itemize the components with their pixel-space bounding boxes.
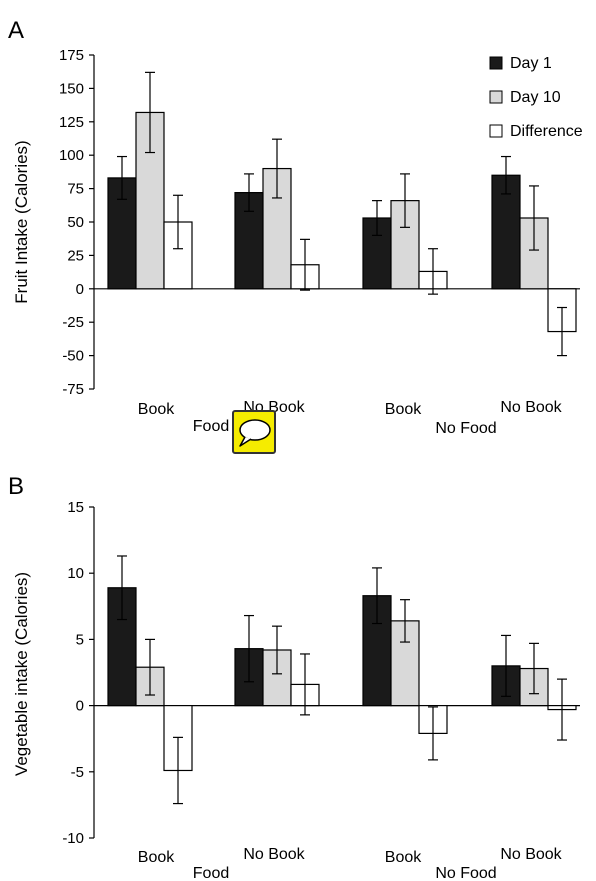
panel-b-y-tick-label: 15 [67, 499, 84, 516]
panel-a-y-tick-label: -50 [62, 348, 84, 365]
legend-label-day1: Day 1 [510, 55, 552, 72]
panel-a-y-tick-label: 0 [76, 281, 84, 298]
legend-label-day10: Day 10 [510, 89, 561, 106]
panel-a-letter: A [8, 17, 24, 44]
speech-bubble-glyph [239, 419, 271, 447]
panel-a: A Fruit Intake (Calories) 175 150 125 100 75… [8, 17, 583, 437]
legend-swatch-day1 [489, 56, 503, 70]
panel-b-group-no-food: No Food [435, 865, 496, 881]
legend-label-difference: Difference [510, 123, 583, 140]
panel-a-y-tick-label: -75 [62, 381, 84, 398]
panel-a-group-food: Food [193, 418, 229, 435]
panel-a-y-axis-title: Fruit Intake (Calories) [12, 140, 31, 303]
panel-b-group-food: Food [193, 865, 229, 881]
panel-a-y-tick-label: -25 [62, 314, 84, 331]
panel-b-y-axis-title: Vegetable intake (Calories) [12, 572, 31, 776]
panel-a-y-tick-label: 75 [67, 181, 84, 198]
panel-a-y-tick-label: 100 [59, 147, 84, 164]
panel-a-category-3: Book [385, 401, 422, 418]
legend: Day 1 Day 10 Difference [489, 55, 583, 140]
panel-a-y-tick-label: 25 [67, 247, 84, 264]
panel-b-category-2: No Book [243, 846, 305, 863]
panel-a-y-tick-label: 175 [59, 47, 84, 64]
panel-a-bar-day1 [491, 174, 521, 290]
panel-b-y-tick-label: 0 [76, 698, 84, 715]
panel-a-y-tick-label: 125 [59, 114, 84, 131]
panel-b-category-1: Book [138, 849, 175, 866]
panel-a-plot: 175 150 125 100 75 50 25 0 -25 -50 -75 [59, 47, 580, 398]
panel-b-y-tick-label: -5 [71, 764, 84, 781]
panel-a-y-tick-label: 150 [59, 80, 84, 97]
panel-b-plot: 15 10 5 0 -5 -10 [62, 499, 580, 847]
panel-b-y-tick-label: 5 [76, 631, 84, 648]
panel-b-letter: B [8, 473, 24, 500]
panel-b-y-tick-label: -10 [62, 830, 84, 847]
panel-b-y-tick-label: 10 [67, 565, 84, 582]
panel-a-group-no-food: No Food [435, 420, 496, 437]
panel-a-y-tick-label: 50 [67, 214, 84, 231]
speech-bubble-icon[interactable] [232, 410, 276, 454]
panel-a-category-1: Book [138, 401, 175, 418]
panel-b-category-3: Book [385, 849, 422, 866]
panel-b-category-4: No Book [500, 846, 562, 863]
panel-a-category-4: No Book [500, 399, 562, 416]
panel-b: B Vegetable intake (Calories) 15 10 5 0 -5 -1… [8, 473, 580, 881]
legend-swatch-difference [489, 124, 503, 138]
legend-swatch-day10 [489, 90, 503, 104]
